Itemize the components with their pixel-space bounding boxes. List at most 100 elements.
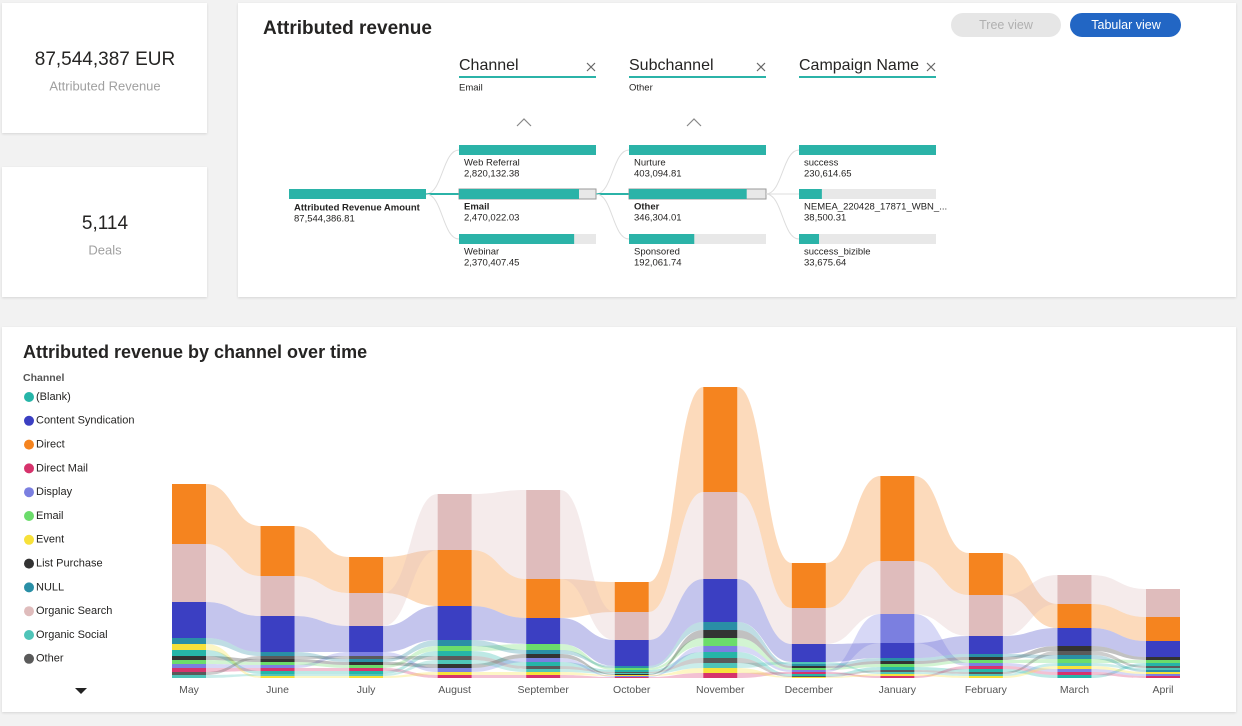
- node-label: Nurture: [634, 158, 666, 169]
- bar-segment: [1146, 641, 1180, 657]
- ribbon: [294, 668, 350, 671]
- ribbon: [294, 656, 350, 659]
- bar-segment: [349, 626, 384, 652]
- bar-segment: [260, 674, 295, 676]
- ribbon: [294, 671, 350, 674]
- ribbon: [1091, 659, 1146, 663]
- bar-segment: [968, 636, 1003, 654]
- ribbon: [471, 550, 527, 618]
- ribbon: [206, 668, 261, 672]
- bar-segment: [614, 675, 649, 676]
- ribbon: [383, 652, 438, 672]
- tree-connector: [595, 149, 630, 195]
- legend-label: Direct Mail: [36, 462, 88, 474]
- ribbon: [206, 484, 261, 576]
- bar-segment: [614, 668, 649, 670]
- bar-segment: [1146, 663, 1180, 666]
- button-label[interactable]: Tabular view: [1091, 18, 1161, 32]
- ribbon: [825, 664, 881, 670]
- node-bar: [799, 189, 822, 199]
- ribbon: [648, 663, 704, 674]
- bar-segment: [172, 650, 206, 656]
- ribbon: [737, 622, 792, 666]
- bar-segment: [260, 656, 295, 659]
- ribbon: [206, 650, 261, 674]
- bar-segment: [526, 650, 561, 654]
- bar-segment: [791, 563, 826, 608]
- bar-segment: [172, 675, 206, 678]
- bar-segment: [791, 676, 826, 677]
- bar-segment: [526, 662, 561, 666]
- ribbon: [737, 658, 792, 677]
- tree-view-button[interactable]: [951, 13, 1061, 37]
- bar-segment: [1146, 672, 1180, 674]
- bar-segment: [791, 608, 826, 644]
- ribbon: [914, 674, 969, 678]
- bar-segment: [1057, 669, 1092, 672]
- ribbon: [1091, 646, 1146, 660]
- ribbon: [471, 644, 527, 651]
- ribbon: [294, 526, 350, 593]
- ribbon: [1091, 663, 1146, 678]
- bar-segment: [1146, 657, 1180, 660]
- bar-segment: [349, 668, 384, 671]
- ribbon: [648, 638, 704, 670]
- bar-segment: [880, 664, 915, 667]
- node-bar: [799, 234, 820, 244]
- bar-segment: [1057, 659, 1092, 663]
- bar-segment: [1146, 674, 1180, 676]
- legend-marker: [24, 511, 34, 521]
- ribbon: [294, 659, 350, 665]
- ribbon: [1002, 666, 1058, 678]
- bar-segment: [526, 490, 561, 579]
- ribbon: [471, 656, 527, 669]
- bar-segment: [968, 553, 1003, 595]
- ribbon: [737, 579, 792, 662]
- button-label[interactable]: Tree view: [979, 18, 1034, 32]
- node-bar: [629, 189, 747, 199]
- legend-marker: [24, 487, 34, 498]
- ribbon: [560, 644, 615, 670]
- node-value: 38,500.31: [804, 213, 846, 224]
- bar-segment: [526, 669, 561, 672]
- ribbon: [648, 630, 704, 675]
- legend-scroll-arrow[interactable]: [75, 688, 87, 694]
- ribbon: [294, 652, 350, 668]
- x-tick-label: March: [1060, 684, 1089, 696]
- tabular-view-button[interactable]: [1070, 13, 1181, 37]
- legend-marker: [24, 630, 34, 640]
- bar-segment: [968, 595, 1003, 636]
- bar-segment: [614, 676, 649, 677]
- bar-segment: [526, 654, 561, 658]
- node-bar: [459, 145, 596, 155]
- x-tick-label: June: [266, 684, 289, 696]
- x-tick-label: February: [965, 684, 1008, 696]
- level-selection: Email: [459, 83, 483, 94]
- bar-segment: [880, 672, 915, 674]
- ribbon: [914, 636, 969, 658]
- ribbon: [206, 664, 261, 668]
- bar-segment: [172, 644, 206, 650]
- legend-label: Other: [36, 653, 64, 665]
- bar-segment: [172, 656, 206, 660]
- node-label: NEMEA_220428_17871_WBN_...: [804, 202, 947, 213]
- ribbon: [737, 652, 792, 676]
- bar-segment: [1146, 660, 1180, 663]
- legend-title: Channel: [23, 372, 65, 384]
- root-label: Attributed Revenue Amount: [294, 203, 421, 214]
- ribbon: [1091, 575, 1146, 617]
- bar-segment: [703, 387, 738, 492]
- bar-segment: [1146, 666, 1180, 668]
- ribbon: [206, 660, 261, 665]
- bar-segment: [703, 579, 738, 622]
- bar-segment: [968, 676, 1003, 678]
- ribbon: [1091, 628, 1146, 657]
- ribbon: [383, 672, 438, 678]
- ribbon: [1002, 666, 1058, 675]
- legend-marker: [24, 582, 34, 593]
- bar-segment: [791, 674, 826, 676]
- ribbon: [471, 660, 527, 672]
- bar-segment: [703, 652, 738, 658]
- ribbon: [914, 657, 969, 664]
